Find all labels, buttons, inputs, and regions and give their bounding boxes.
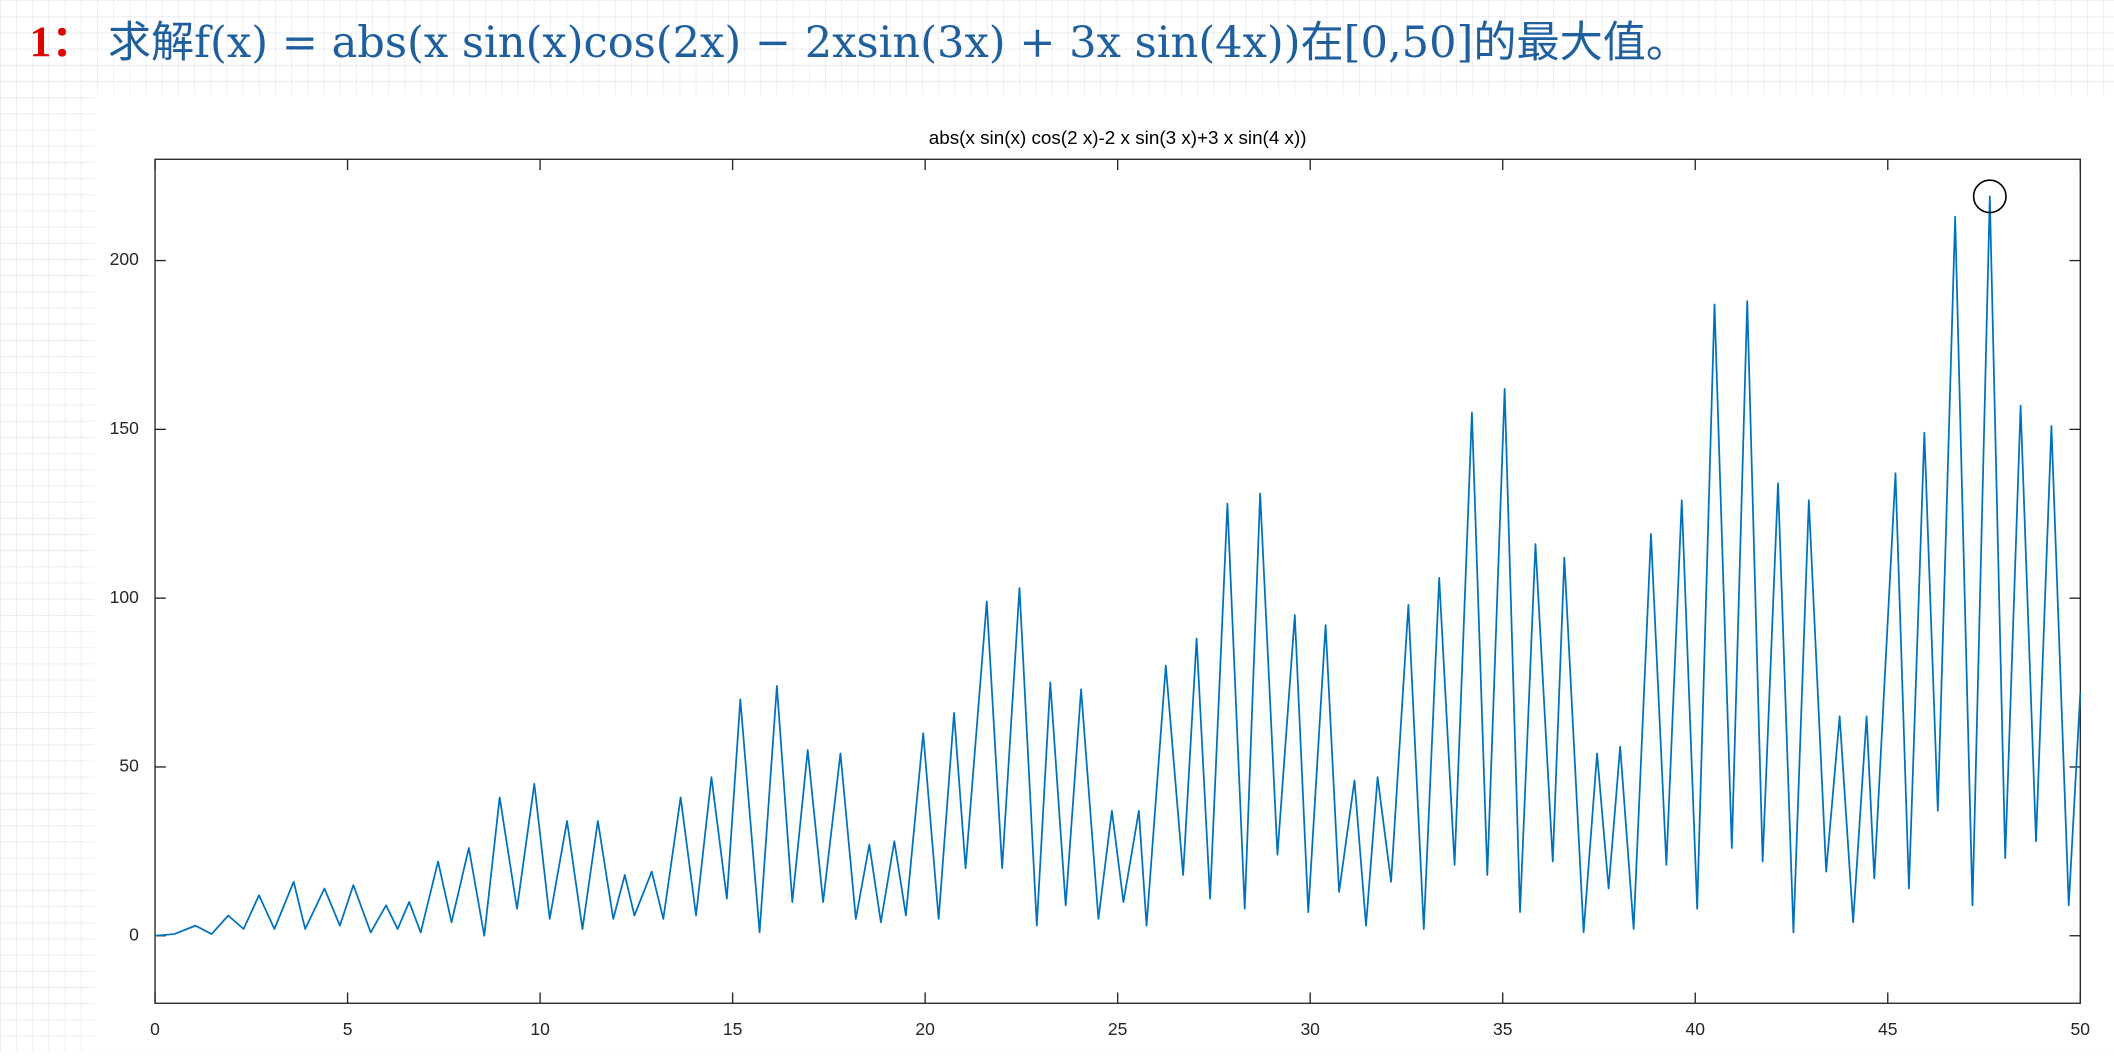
y-tick-label: 150 xyxy=(110,418,139,438)
x-tick-label: 30 xyxy=(1300,1019,1320,1039)
x-tick-label: 10 xyxy=(530,1019,550,1039)
x-tick-label: 20 xyxy=(915,1019,935,1039)
x-tick-label: 50 xyxy=(2071,1019,2091,1039)
x-tick-label: 5 xyxy=(343,1019,353,1039)
heading: 求解f(x) = abs(x sin(x)cos(2x) − 2xsin(3x)… xyxy=(108,18,1689,68)
x-tick-label: 35 xyxy=(1493,1019,1512,1039)
y-tick-label: 100 xyxy=(110,587,139,607)
max-marker xyxy=(1972,179,2007,214)
y-tick-label: 0 xyxy=(129,924,139,944)
y-tick-label: 50 xyxy=(119,756,139,776)
plot: 0 5 10 15 20 25 30 35 40 45 50 0 50 100 150 200 xyxy=(110,158,2091,1039)
heading-number: 1： xyxy=(30,19,95,66)
data-line xyxy=(154,195,2082,937)
y-tick-label: 200 xyxy=(110,249,139,269)
chart-title: abs(x sin(x) cos(2 x)-2 x sin(3 x)+3 x s… xyxy=(929,127,1307,148)
x-tick-label: 15 xyxy=(723,1019,742,1039)
x-tick-label: 45 xyxy=(1878,1019,1897,1039)
x-tick-label: 40 xyxy=(1686,1019,1706,1039)
x-tick-label: 0 xyxy=(150,1019,160,1039)
x-tick-label: 25 xyxy=(1108,1019,1127,1039)
